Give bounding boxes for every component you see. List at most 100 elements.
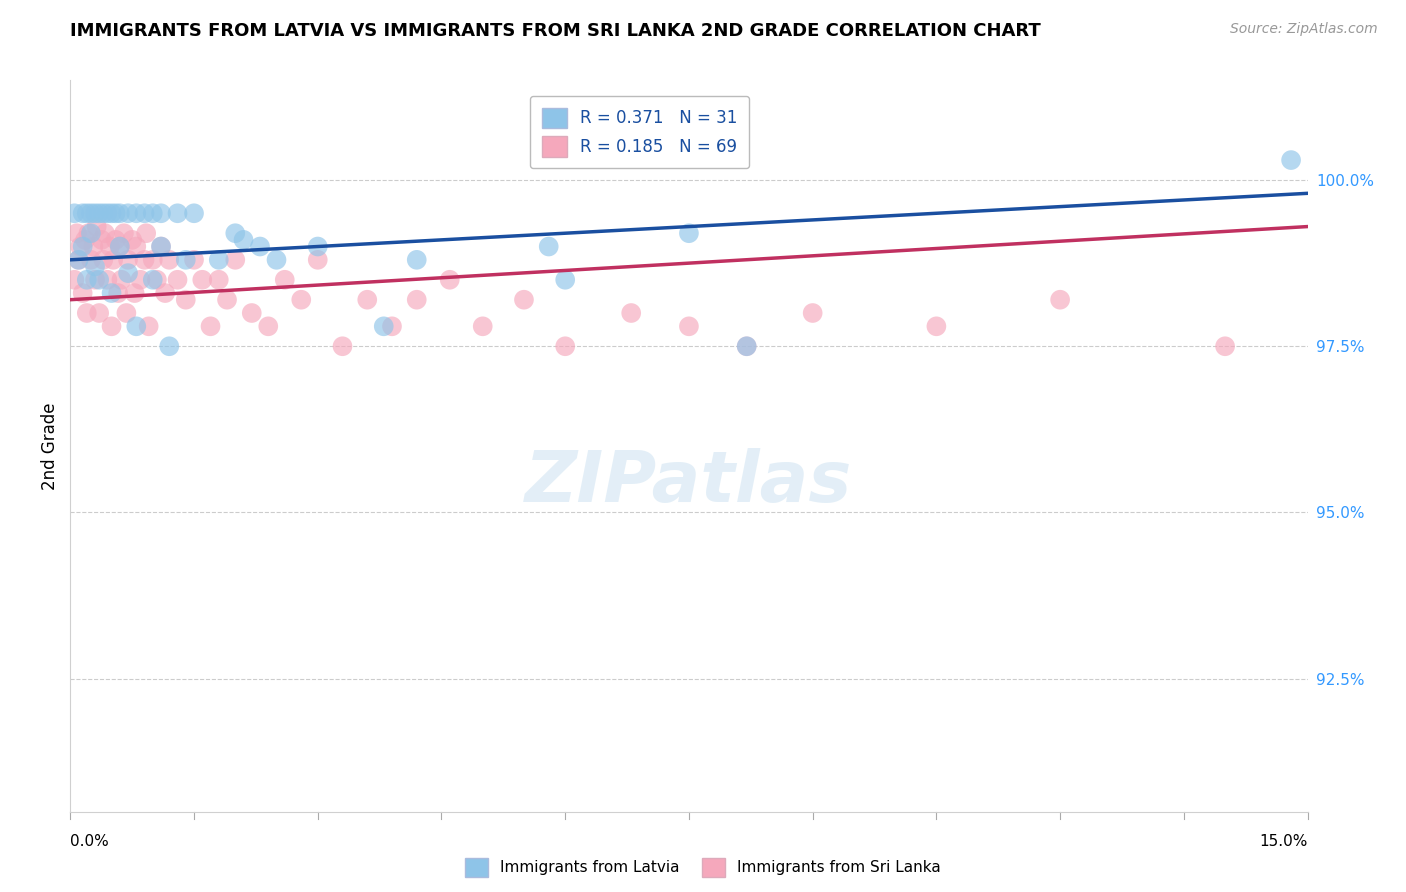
Point <box>110 273 132 287</box>
Point <box>125 239 148 253</box>
Point <box>150 239 173 253</box>
Point <box>67 252 90 267</box>
Point <box>307 252 329 267</box>
Point <box>208 252 231 267</box>
Point <box>208 273 231 287</box>
Point <box>153 286 176 301</box>
Point <box>138 319 160 334</box>
Point <box>117 266 139 280</box>
Point <box>125 319 148 334</box>
Point <box>1279 153 1302 167</box>
Point <box>405 293 427 307</box>
Legend: R = 0.371   N = 31, R = 0.185   N = 69: R = 0.371 N = 31, R = 0.185 N = 69 <box>530 96 749 169</box>
Text: 0.0%: 0.0% <box>70 834 110 849</box>
Point <box>94 226 117 240</box>
Point <box>801 306 824 320</box>
Point <box>224 226 246 240</box>
Point <box>72 286 94 301</box>
Point <box>82 239 104 253</box>
Point <box>134 206 156 220</box>
Point <box>72 206 94 220</box>
Point <box>191 273 214 287</box>
Point <box>257 319 280 334</box>
Text: Source: ZipAtlas.com: Source: ZipAtlas.com <box>1230 22 1378 37</box>
Point <box>76 273 98 287</box>
Point <box>72 239 94 253</box>
Point <box>174 252 197 267</box>
Point <box>84 260 107 274</box>
Point <box>80 252 103 267</box>
Point <box>356 293 378 307</box>
Point <box>91 252 114 267</box>
Point <box>381 319 404 334</box>
Point <box>108 239 131 253</box>
Point <box>124 286 146 301</box>
Point <box>77 226 100 240</box>
Point <box>166 206 188 220</box>
Point <box>84 273 107 287</box>
Point <box>76 306 98 320</box>
Point <box>86 219 108 234</box>
Point <box>96 206 118 220</box>
Point <box>117 252 139 267</box>
Point <box>224 252 246 267</box>
Point <box>142 252 165 267</box>
Point <box>1049 293 1071 307</box>
Point <box>104 206 127 220</box>
Point <box>183 252 205 267</box>
Point <box>90 233 112 247</box>
Point <box>108 206 131 220</box>
Point <box>63 206 86 220</box>
Point <box>115 306 138 320</box>
Point <box>174 293 197 307</box>
Y-axis label: 2nd Grade: 2nd Grade <box>41 402 59 490</box>
Point <box>678 319 700 334</box>
Point <box>76 206 98 220</box>
Point <box>735 339 758 353</box>
Point <box>104 233 127 247</box>
Point <box>150 239 173 253</box>
Text: ZIPatlas: ZIPatlas <box>526 448 852 517</box>
Text: IMMIGRANTS FROM LATVIA VS IMMIGRANTS FROM SRI LANKA 2ND GRADE CORRELATION CHART: IMMIGRANTS FROM LATVIA VS IMMIGRANTS FRO… <box>70 22 1040 40</box>
Point <box>63 273 86 287</box>
Point <box>249 239 271 253</box>
Point <box>554 339 576 353</box>
Point <box>215 293 238 307</box>
Point <box>108 239 131 253</box>
Point <box>200 319 222 334</box>
Point <box>232 233 254 247</box>
Point <box>80 226 103 240</box>
Point <box>274 273 297 287</box>
Point <box>89 273 111 287</box>
Point <box>405 252 427 267</box>
Point <box>89 306 111 320</box>
Point <box>166 273 188 287</box>
Point <box>80 206 103 220</box>
Point <box>513 293 536 307</box>
Point <box>925 319 948 334</box>
Point <box>157 339 180 353</box>
Point <box>157 252 180 267</box>
Point <box>129 273 152 287</box>
Point <box>66 226 89 240</box>
Point <box>554 273 576 287</box>
Point <box>100 286 122 301</box>
Point <box>125 206 148 220</box>
Point <box>89 206 111 220</box>
Point <box>91 206 114 220</box>
Point <box>678 226 700 240</box>
Point <box>107 286 129 301</box>
Point <box>100 206 122 220</box>
Point <box>69 239 91 253</box>
Point <box>240 306 263 320</box>
Point <box>183 206 205 220</box>
Text: 15.0%: 15.0% <box>1260 834 1308 849</box>
Point <box>112 226 135 240</box>
Point <box>290 293 312 307</box>
Point <box>75 233 97 247</box>
Point <box>96 273 118 287</box>
Point <box>135 226 157 240</box>
Point <box>332 339 354 353</box>
Point <box>98 239 121 253</box>
Point <box>373 319 395 334</box>
